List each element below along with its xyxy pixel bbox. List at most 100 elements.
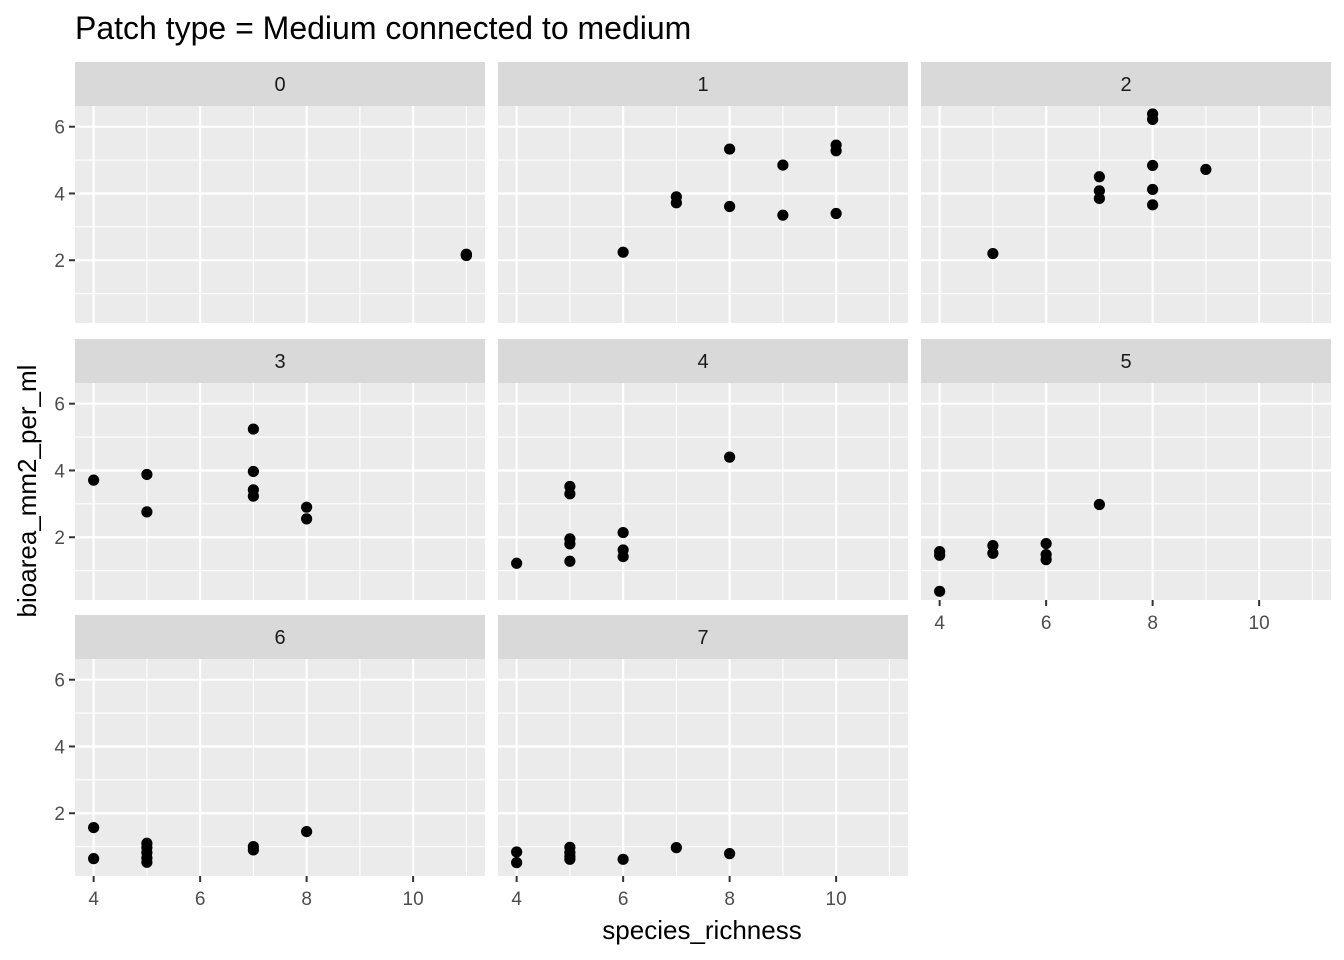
- x-tick-label: 6: [618, 889, 629, 910]
- panel-background: [498, 106, 908, 323]
- x-tick-label: 6: [1041, 613, 1052, 634]
- x-tick-label: 10: [403, 889, 424, 910]
- facet-panel-4: 4: [498, 339, 908, 600]
- data-point: [301, 825, 313, 838]
- x-tick-label: 8: [1147, 613, 1158, 634]
- facet-strip-label: 7: [697, 627, 708, 649]
- data-point: [247, 423, 259, 435]
- data-point: [1200, 163, 1212, 176]
- facet-strip: [921, 62, 1331, 106]
- y-tick-label: 2: [54, 528, 65, 549]
- data-point: [1147, 199, 1159, 211]
- panel-background: [75, 383, 485, 600]
- y-tick-label: 4: [54, 184, 65, 205]
- data-point: [830, 145, 842, 157]
- data-point: [141, 856, 153, 868]
- data-point: [511, 857, 523, 869]
- data-point: [564, 538, 576, 550]
- data-point: [247, 465, 259, 478]
- facet-panels: 0 2 4 6 1 2 3 2 4 6 4 5 4 6 8 10 6 2 4 6 4 6 8 10 7 4 6 8 10: [54, 62, 1331, 910]
- panel-background: [921, 106, 1331, 323]
- facet-panel-7: 7 4 6 8 10: [498, 615, 908, 910]
- data-point: [670, 842, 682, 854]
- data-point: [934, 549, 946, 561]
- facet-strip: [498, 615, 908, 659]
- data-point: [511, 557, 523, 569]
- data-point: [617, 246, 629, 258]
- facet-strip: [75, 62, 485, 106]
- data-point: [88, 821, 100, 834]
- data-point: [724, 143, 736, 155]
- facet-strip: [498, 339, 908, 383]
- data-point: [934, 585, 946, 597]
- y-tick-label: 6: [54, 395, 65, 416]
- data-point: [1147, 159, 1159, 172]
- panel-background: [921, 383, 1331, 600]
- data-point: [724, 451, 736, 463]
- facet-strip: [921, 339, 1331, 383]
- data-point: [724, 200, 736, 213]
- data-point: [1093, 192, 1105, 205]
- y-tick-label: 4: [54, 461, 65, 482]
- x-tick-label: 4: [511, 889, 522, 910]
- facet-panel-6: 6 2 4 6 4 6 8 10: [54, 615, 485, 910]
- data-point: [724, 848, 736, 860]
- data-point: [88, 474, 100, 486]
- data-point: [987, 247, 999, 260]
- data-point: [1147, 113, 1159, 125]
- y-tick-label: 6: [54, 671, 65, 692]
- panel-background: [75, 106, 485, 323]
- facet-panel-1: 1: [498, 62, 908, 323]
- x-tick-label: 8: [724, 889, 735, 910]
- data-point: [617, 526, 629, 539]
- facet-panel-3: 3 2 4 6: [54, 339, 485, 600]
- data-point: [1093, 185, 1105, 197]
- chart-title: Patch type = Medium connected to medium: [75, 10, 691, 46]
- panel-background: [498, 383, 908, 600]
- facet-strip: [498, 62, 908, 106]
- facet-strip: [75, 615, 485, 659]
- data-point: [301, 501, 313, 513]
- y-tick-label: 4: [54, 737, 65, 758]
- facet-strip-label: 4: [697, 351, 708, 373]
- data-point: [1040, 537, 1052, 550]
- data-point: [247, 844, 259, 856]
- facet-strip-label: 1: [697, 74, 708, 96]
- data-point: [141, 468, 153, 481]
- facet-strip-label: 2: [1120, 74, 1131, 96]
- panel-background: [498, 659, 908, 876]
- data-point: [301, 513, 313, 525]
- facet-strip-label: 6: [274, 627, 285, 649]
- x-axis-title: species_richness: [602, 915, 801, 945]
- panel-background: [75, 659, 485, 876]
- facet-panel-2: 2: [921, 62, 1331, 323]
- y-tick-label: 6: [54, 118, 65, 139]
- data-point: [1147, 183, 1159, 196]
- x-tick-label: 10: [826, 889, 847, 910]
- data-point: [1040, 554, 1052, 566]
- data-point: [460, 248, 472, 261]
- facet-panel-5: 5 4 6 8 10: [921, 339, 1331, 634]
- data-point: [617, 853, 629, 865]
- y-tick-label: 2: [54, 251, 65, 272]
- data-point: [88, 853, 100, 865]
- data-point: [617, 551, 629, 563]
- facet-strip-label: 5: [1120, 351, 1131, 373]
- data-point: [564, 488, 576, 500]
- facet-strip: [75, 339, 485, 383]
- data-point: [247, 490, 259, 502]
- data-point: [564, 555, 576, 567]
- x-tick-label: 6: [195, 889, 206, 910]
- data-point: [511, 846, 523, 858]
- facet-strip-label: 3: [274, 351, 285, 373]
- data-point: [1093, 171, 1105, 183]
- x-tick-label: 8: [301, 889, 312, 910]
- data-point: [777, 209, 789, 221]
- x-tick-label: 10: [1249, 613, 1270, 634]
- facet-panel-0: 0 2 4 6: [54, 62, 485, 323]
- data-point: [987, 547, 999, 559]
- y-axis-title: bioarea_mm2_per_ml: [12, 365, 42, 618]
- data-point: [777, 159, 789, 171]
- data-point: [670, 197, 682, 209]
